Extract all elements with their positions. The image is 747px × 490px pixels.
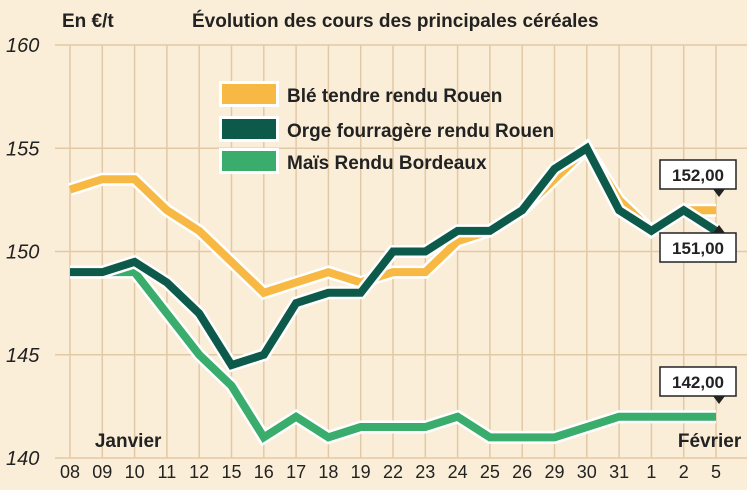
legend-swatch bbox=[222, 119, 276, 139]
x-tick-label: 26 bbox=[512, 462, 532, 482]
y-tick-label: 140 bbox=[6, 448, 39, 470]
callout-box bbox=[659, 366, 737, 397]
x-tick-label: 2 bbox=[679, 462, 689, 482]
x-tick-label: 22 bbox=[383, 462, 403, 482]
callout-pointer bbox=[713, 189, 725, 197]
y-tick-label: 150 bbox=[6, 242, 39, 264]
chart-title: Évolution des cours des principales céré… bbox=[192, 10, 599, 32]
callout-value: 151,00 bbox=[672, 239, 724, 258]
x-axis-ticks: 08 09 10 11 12 15 16 17 18 19 22 23 24 25 26 29 30 31 1 2 5 bbox=[60, 462, 721, 482]
x-tick-label: 5 bbox=[711, 462, 721, 482]
series-line bbox=[70, 268, 716, 443]
x-tick-label: 18 bbox=[318, 462, 338, 482]
legend: Blé tendre rendu Rouen Orge fourragère re… bbox=[219, 81, 554, 174]
month-labels: Janvier Février bbox=[95, 431, 742, 452]
legend-label: Orge fourragère rendu Rouen bbox=[287, 121, 554, 142]
month-label: Janvier bbox=[95, 431, 162, 452]
y-tick-label: 160 bbox=[6, 35, 39, 57]
x-tick-label: 12 bbox=[189, 462, 209, 482]
value-callouts: 152,00 151,00 142,00 bbox=[659, 159, 737, 404]
series-lines bbox=[68, 138, 720, 447]
x-tick-label: 29 bbox=[544, 462, 564, 482]
x-tick-label: 23 bbox=[415, 462, 435, 482]
x-tick-label: 30 bbox=[577, 462, 597, 482]
legend-label: Blé tendre rendu Rouen bbox=[287, 86, 502, 107]
callout-pointer bbox=[713, 225, 725, 233]
x-tick-label: 1 bbox=[646, 462, 656, 482]
x-tick-label: 10 bbox=[125, 462, 145, 482]
x-tick-label: 31 bbox=[609, 462, 629, 482]
x-tick-label: 09 bbox=[92, 462, 112, 482]
x-tick-label: 19 bbox=[351, 462, 371, 482]
x-tick-label: 17 bbox=[286, 462, 306, 482]
callout-pointer bbox=[713, 396, 725, 404]
legend-label: Maïs Rendu Bordeaux bbox=[287, 153, 487, 174]
x-tick-label: 11 bbox=[158, 462, 177, 482]
x-tick-label: 16 bbox=[254, 462, 274, 482]
y-tick-label: 145 bbox=[6, 345, 40, 367]
y-axis-ticks: 140 145 150 155 160 bbox=[6, 35, 40, 470]
callout-value: 152,00 bbox=[672, 166, 724, 185]
legend-swatch bbox=[222, 151, 276, 171]
x-tick-label: 15 bbox=[221, 462, 241, 482]
month-label: Février bbox=[678, 431, 742, 452]
legend-swatch bbox=[222, 84, 276, 104]
x-tick-label: 25 bbox=[480, 462, 500, 482]
callout-box bbox=[659, 159, 737, 190]
x-tick-label: 08 bbox=[60, 462, 80, 482]
callout-box bbox=[659, 232, 737, 263]
series-line bbox=[70, 142, 719, 370]
unit-label: En €/t bbox=[62, 11, 114, 32]
y-tick-label: 155 bbox=[6, 138, 40, 160]
x-tick-label: 24 bbox=[448, 462, 468, 482]
callout-value: 142,00 bbox=[672, 373, 724, 392]
